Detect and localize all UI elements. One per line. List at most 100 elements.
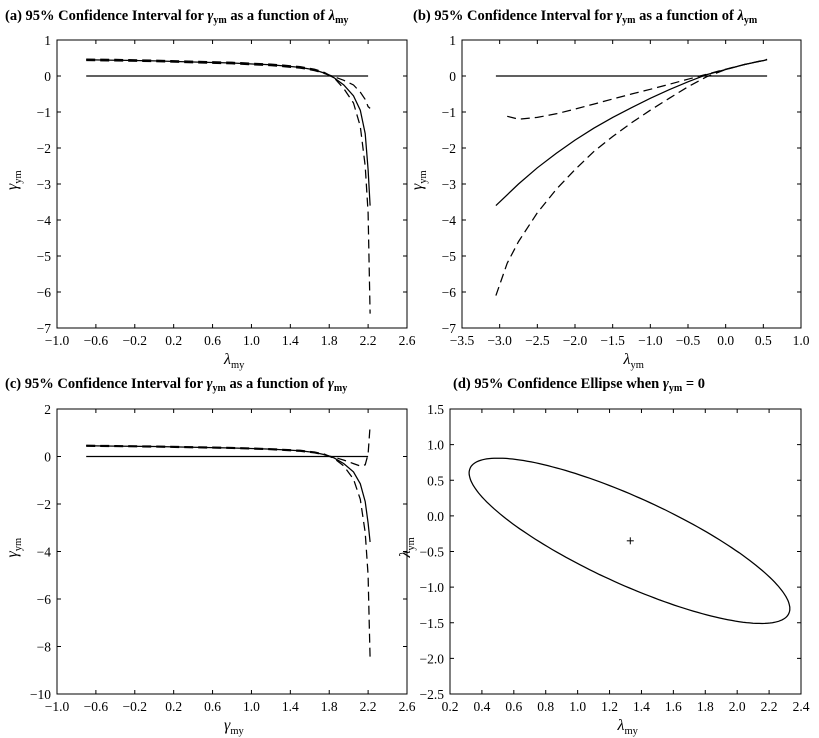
panel-a-x-tick-label: 2.6 (399, 333, 416, 348)
panel-c-x-tick-label: 2.2 (360, 699, 377, 714)
panel-d-y-tick-label: −2.0 (420, 651, 445, 666)
panel-c-x-tick-label: 2.6 (399, 699, 416, 714)
panel-b-y-tick-label: −5 (442, 249, 457, 264)
panel-c-x-tick-label: −0.6 (84, 699, 109, 714)
panel-d-x-tick-label: 0.6 (505, 699, 522, 714)
panel-d-chart: (d) 95% Confidence Ellipse when γym = 0 0… (397, 376, 810, 737)
panel-b-title: (b) 95% Confidence Interval for γym as a… (413, 8, 758, 26)
panel-d-y-tick-label: 1.0 (427, 438, 444, 453)
panel-b-y-tick-label: −3 (442, 177, 457, 192)
panel-b-x-tick-label: −3.0 (487, 333, 512, 348)
panel-a-chart: (a) 95% Confidence Interval for γym as a… (4, 8, 416, 371)
panel-c-x-tick-label: −1.0 (45, 699, 70, 714)
panel-c-series-line-1 (86, 445, 371, 543)
panel-d-x-tick-label: 1.2 (601, 699, 618, 714)
panel-d-y-tick-label: 1.5 (427, 402, 444, 417)
panel-a-series-line-2 (86, 58, 371, 314)
panel-c-y-tick-label: −8 (37, 640, 52, 655)
panel-a-y-tick-label: −2 (37, 141, 51, 156)
panel-a-x-axis-label: λmy (223, 351, 245, 371)
panel-b-x-tick-label: 1.0 (793, 333, 810, 348)
panel-b-x-tick-label: −1.0 (638, 333, 663, 348)
panel-d-title: (d) 95% Confidence Ellipse when γym = 0 (453, 376, 705, 394)
panel-c-x-tick-label: 1.8 (321, 699, 338, 714)
panel-b-series-line-1 (495, 59, 768, 207)
panel-c-y-tick-label: −2 (37, 497, 51, 512)
panel-a-y-tick-label: −7 (37, 321, 52, 336)
panel-d-center-marker (626, 537, 634, 545)
panel-d-x-tick-label: 1.4 (633, 699, 650, 714)
panel-d-y-tick-label: −0.5 (420, 545, 445, 560)
panel-b-chart: (b) 95% Confidence Interval for γym as a… (409, 8, 810, 371)
panel-b-x-tick-label: −2.5 (525, 333, 550, 348)
panel-a-y-tick-label: 0 (44, 69, 51, 84)
panel-a-x-tick-label: −1.0 (45, 333, 70, 348)
panel-b-plot-frame (461, 39, 802, 329)
panel-a-x-tick-label: 1.0 (243, 333, 260, 348)
panel-c-series-line-2 (86, 444, 371, 659)
panel-b-x-tick-label: −0.5 (676, 333, 701, 348)
panel-c-x-tick-label: 0.6 (204, 699, 221, 714)
panel-d-y-tick-label: 0.0 (427, 509, 444, 524)
panel-a-x-tick-label: −0.2 (123, 333, 148, 348)
panel-a-title: (a) 95% Confidence Interval for γym as a… (5, 8, 348, 26)
panel-c-y-tick-label: −10 (30, 687, 51, 702)
panel-b-series-line-3 (507, 58, 768, 120)
panel-a-y-tick-label: −4 (37, 213, 52, 228)
panel-b-y-tick-label: −7 (442, 321, 457, 336)
panel-a-x-tick-label: 1.8 (321, 333, 338, 348)
panel-b-x-tick-label: 0.5 (755, 333, 772, 348)
panel-a-plot-frame (56, 39, 408, 329)
panel-d-x-tick-label: 2.2 (761, 699, 778, 714)
panel-d-y-tick-label: 0.5 (427, 473, 444, 488)
panel-c-x-tick-label: 1.0 (243, 699, 260, 714)
panel-d-y-tick-label: −2.5 (420, 687, 445, 702)
panel-b-y-tick-label: 1 (449, 33, 456, 48)
panel-c-series-line-3 (86, 425, 371, 467)
panel-a-x-tick-label: 0.6 (204, 333, 221, 348)
panel-d-x-tick-label: 0.2 (442, 699, 459, 714)
panel-a-y-tick-label: 1 (44, 33, 51, 48)
panel-b-y-tick-label: −6 (442, 285, 457, 300)
panel-c-y-tick-label: −6 (37, 592, 52, 607)
panel-a-x-tick-label: −0.6 (84, 333, 109, 348)
panel-c-x-axis-label: γmy (224, 717, 244, 737)
panel-a-y-tick-label: −1 (37, 105, 51, 120)
panel-a-y-tick-label: −6 (37, 285, 52, 300)
panel-c-x-tick-label: 0.2 (165, 699, 182, 714)
panel-c-y-tick-label: 0 (44, 450, 51, 465)
panel-d-x-tick-label: 2.4 (793, 699, 810, 714)
panel-d-y-tick-label: −1.0 (420, 580, 445, 595)
panel-d-x-tick-label: 2.0 (729, 699, 746, 714)
panel-d-plot-frame (449, 408, 802, 695)
panel-c-plot-frame (56, 408, 408, 695)
panel-d-x-axis-label: λmy (617, 717, 639, 737)
panel-c-y-tick-label: 2 (44, 402, 51, 417)
panel-a-x-tick-label: 0.2 (165, 333, 182, 348)
panel-a-y-tick-label: −5 (37, 249, 52, 264)
panel-b-y-tick-label: −2 (442, 141, 456, 156)
panel-b-x-tick-label: −1.5 (600, 333, 625, 348)
panel-b-x-tick-label: 0.0 (717, 333, 734, 348)
panel-c-chart: (c) 95% Confidence Interval for γym as a… (4, 376, 416, 737)
panel-c-title: (c) 95% Confidence Interval for γym as a… (5, 376, 347, 394)
panel-a-y-axis-label: γym (4, 170, 24, 190)
panel-a-y-tick-label: −3 (37, 177, 52, 192)
panel-b-x-tick-label: −2.0 (563, 333, 588, 348)
panel-c-x-tick-label: −0.2 (123, 699, 148, 714)
panel-b-y-tick-label: −4 (442, 213, 457, 228)
panel-b-x-tick-label: −3.5 (450, 333, 475, 348)
panel-d-y-tick-label: −1.5 (420, 616, 445, 631)
panel-d-x-tick-label: 1.0 (569, 699, 586, 714)
panel-a-x-tick-label: 2.2 (360, 333, 377, 348)
panel-d-x-tick-label: 0.4 (473, 699, 490, 714)
panel-b-series-line-2 (495, 59, 768, 296)
panel-b-y-tick-label: 0 (449, 69, 456, 84)
panel-c-x-tick-label: 1.4 (282, 699, 299, 714)
panel-d-x-tick-label: 1.6 (665, 699, 682, 714)
panel-d-confidence-ellipse (468, 457, 791, 625)
panel-a-series-line-3 (86, 59, 371, 109)
panel-b-x-axis-label: λym (623, 351, 644, 371)
panel-b-y-axis-label: γym (409, 170, 429, 190)
